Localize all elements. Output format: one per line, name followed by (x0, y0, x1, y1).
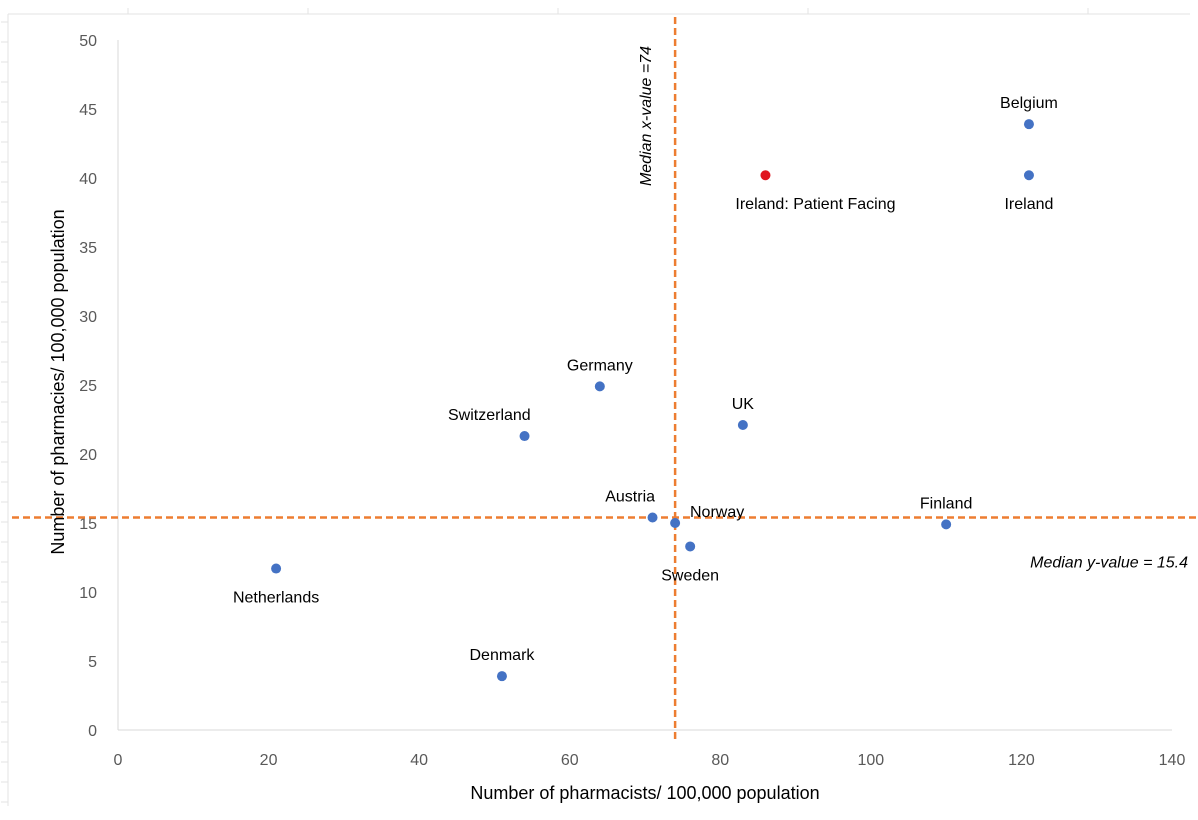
y-tick-label: 35 (79, 240, 97, 257)
data-point-label: Germany (567, 357, 633, 374)
data-point-label: Norway (690, 504, 744, 521)
data-point (941, 519, 952, 530)
axes (117, 40, 1172, 731)
data-point-label: Denmark (470, 647, 536, 664)
y-tick-label: 10 (79, 585, 97, 602)
y-axis-title: Number of pharmacies/ 100,000 population (48, 209, 68, 554)
data-point (685, 541, 696, 552)
x-tick-label: 80 (711, 752, 729, 769)
y-tick-label: 30 (79, 309, 97, 326)
data-point-label: Ireland: Patient Facing (735, 196, 895, 213)
data-point-label: Switzerland (448, 407, 531, 424)
y-tick-label: 50 (79, 33, 97, 50)
x-tick-labels: 0 20 40 60 80 100 120 140 (114, 752, 1186, 769)
data-point-label: Ireland (1004, 196, 1053, 213)
reference-lines: Median x-value =74 Median y-value = 15.4 (12, 17, 1196, 742)
y-tick-label: 25 (79, 378, 97, 395)
y-tick-label: 20 (79, 447, 97, 464)
outer-frame-ticks (1, 8, 1190, 806)
data-points (271, 119, 1034, 682)
data-point-label: UK (732, 396, 755, 413)
data-point-label: Sweden (661, 567, 719, 584)
data-point (737, 420, 748, 431)
data-point-label: Netherlands (233, 590, 319, 607)
data-point (647, 512, 658, 523)
x-tick-label: 140 (1159, 752, 1186, 769)
y-tick-label: 40 (79, 171, 97, 188)
data-point (519, 431, 530, 442)
median-x-label: Median x-value =74 (638, 46, 655, 186)
x-tick-label: 120 (1008, 752, 1035, 769)
data-point (271, 563, 282, 574)
data-point (1023, 119, 1034, 130)
data-point-label: Belgium (1000, 95, 1058, 112)
median-y-label: Median y-value = 15.4 (1030, 554, 1188, 571)
x-axis-title: Number of pharmacists/ 100,000 populatio… (470, 783, 819, 803)
x-tick-label: 60 (561, 752, 579, 769)
x-tick-label: 40 (410, 752, 428, 769)
data-point (594, 381, 605, 392)
x-tick-label: 0 (114, 752, 123, 769)
y-tick-label: 15 (79, 516, 97, 533)
data-point-label: Austria (605, 488, 655, 505)
y-tick-label: 45 (79, 102, 97, 119)
x-tick-label: 20 (260, 752, 278, 769)
data-point-labels: Netherlands Denmark Switzerland Germany Aust… (233, 95, 1058, 664)
data-point (760, 170, 771, 181)
y-tick-label: 0 (88, 723, 97, 740)
y-tick-labels: 0 5 10 15 20 25 30 35 40 45 50 (79, 33, 97, 740)
data-point (496, 671, 507, 682)
data-point (1023, 170, 1034, 181)
x-tick-label: 100 (858, 752, 885, 769)
y-tick-label: 5 (88, 654, 97, 671)
data-point-label: Finland (920, 495, 972, 512)
data-point (670, 518, 681, 528)
